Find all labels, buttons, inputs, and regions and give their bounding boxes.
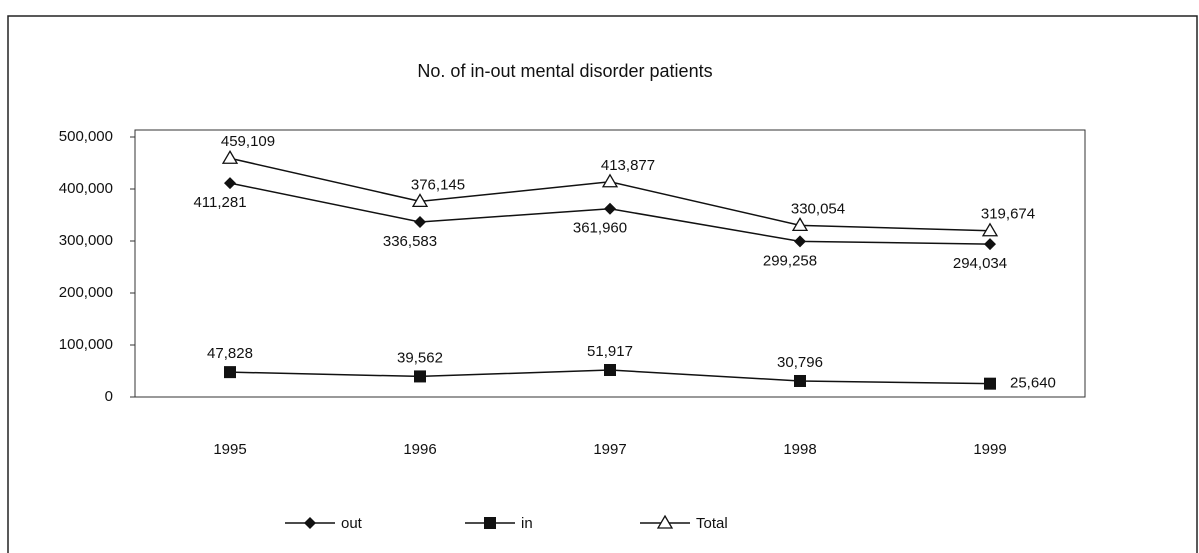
y-tick-label: 300,000: [59, 232, 113, 249]
y-tick-label: 400,000: [59, 180, 113, 197]
data-label: 30,796: [777, 354, 823, 371]
point: [604, 202, 616, 215]
data-label: 51,917: [587, 343, 633, 360]
legend-label: in: [521, 515, 533, 532]
point: [791, 217, 809, 232]
legend-marker: [656, 514, 674, 529]
data-label: 411,281: [193, 194, 246, 211]
point: [984, 238, 996, 251]
data-label: 459,109: [221, 133, 275, 150]
legend-marker: [484, 517, 496, 529]
point: [414, 215, 426, 228]
x-tick-label: 1995: [213, 441, 246, 458]
chart-title: No. of in-out mental disorder patients: [417, 61, 712, 81]
legend-label: Total: [696, 515, 728, 532]
point: [411, 193, 429, 208]
data-label: 330,054: [791, 200, 845, 217]
y-tick-label: 0: [105, 388, 113, 405]
legend-label: out: [341, 515, 363, 532]
point: [224, 177, 236, 190]
data-label: 39,562: [397, 349, 443, 366]
x-tick-label: 1999: [973, 441, 1006, 458]
data-label: 413,877: [601, 157, 655, 174]
point: [984, 377, 996, 390]
point: [794, 374, 806, 387]
y-tick-label: 200,000: [59, 284, 113, 301]
y-tick-label: 500,000: [59, 128, 113, 145]
data-label: 299,258: [763, 252, 817, 269]
data-label: 319,674: [981, 206, 1035, 223]
data-label: 294,034: [953, 255, 1007, 272]
point: [604, 364, 616, 377]
point: [981, 222, 999, 237]
x-tick-label: 1996: [403, 441, 436, 458]
point: [414, 370, 426, 383]
data-label: 376,145: [411, 176, 465, 193]
point: [794, 235, 806, 248]
y-tick-label: 100,000: [59, 336, 113, 353]
plot-area: [134, 129, 1086, 398]
data-label: 47,828: [207, 345, 253, 362]
legend-marker: [304, 517, 316, 529]
x-tick-label: 1997: [593, 441, 626, 458]
point: [221, 149, 239, 164]
x-tick-label: 1998: [783, 441, 816, 458]
point: [224, 366, 236, 379]
data-label: 25,640: [1010, 375, 1056, 392]
frame: [7, 15, 1198, 553]
data-label: 336,583: [383, 233, 437, 250]
data-label: 361,960: [573, 220, 627, 237]
point: [601, 173, 619, 188]
